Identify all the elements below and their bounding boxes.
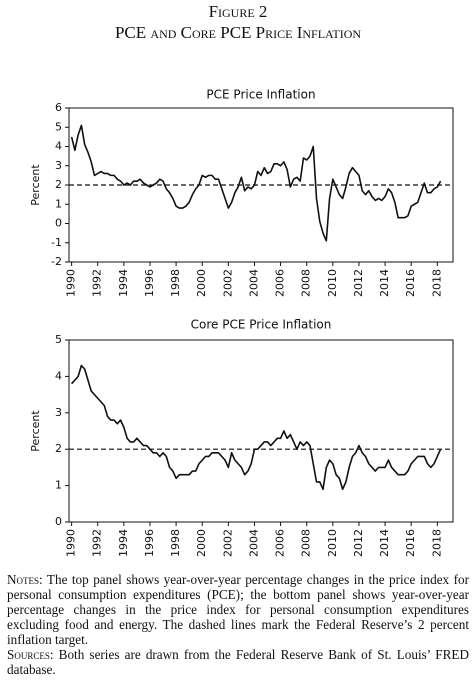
notes-label: Notes: — [7, 572, 43, 587]
x-tick-label: 1998 — [169, 529, 182, 557]
x-tick-label: 1998 — [169, 269, 182, 297]
figure: Figure 2 PCE and Core PCE Price Inflatio… — [29, 2, 454, 557]
y-tick-label: 0 — [55, 515, 62, 528]
y-tick-label: 6 — [55, 101, 62, 114]
y-tick-label: -2 — [51, 255, 62, 268]
x-tick-label: 2000 — [195, 529, 208, 557]
x-tick-label: 2004 — [247, 269, 260, 297]
x-tick-label: 2008 — [300, 269, 313, 297]
x-tick-label: 2010 — [326, 269, 339, 297]
y-tick-label: -1 — [51, 236, 62, 249]
x-tick-label: 2004 — [247, 529, 260, 557]
figure-label: Figure 2 — [209, 2, 268, 21]
sources-paragraph: Sources: Both series are drawn from the … — [7, 647, 469, 677]
y-tick-label: 1 — [55, 197, 62, 210]
sources-text: Both series are drawn from the Federal R… — [7, 647, 469, 677]
y-axis-label: Percent — [29, 410, 42, 452]
x-tick-label: 1990 — [65, 269, 78, 297]
sources-label: Sources: — [7, 647, 54, 662]
x-tick-label: 2000 — [195, 269, 208, 297]
y-tick-label: 4 — [55, 369, 62, 382]
y-tick-label: 5 — [55, 120, 62, 133]
x-tick-label: 2018 — [430, 529, 443, 557]
x-tick-label: 2008 — [300, 529, 313, 557]
data-line — [70, 124, 442, 242]
notes: Notes: The top panel shows year-over-yea… — [7, 572, 469, 677]
y-tick-label: 2 — [55, 442, 62, 455]
x-tick-label: 2014 — [378, 269, 391, 297]
y-tick-label: 3 — [55, 406, 62, 419]
data-line — [71, 364, 442, 491]
notes-text: The top panel shows year-over-year perce… — [7, 572, 469, 647]
x-tick-label: 2014 — [378, 529, 391, 557]
y-tick-label: 1 — [55, 479, 62, 492]
x-tick-label: 2012 — [352, 529, 365, 557]
y-axis-label: Percent — [29, 164, 42, 206]
y-tick-label: 2 — [55, 178, 62, 191]
x-tick-label: 1996 — [143, 269, 156, 297]
x-tick-label: 2012 — [352, 269, 365, 297]
y-tick-label: 0 — [55, 217, 62, 230]
x-tick-label: 2016 — [404, 269, 417, 297]
notes-paragraph: Notes: The top panel shows year-over-yea… — [7, 572, 469, 647]
x-tick-label: 1992 — [91, 529, 104, 557]
x-tick-label: 2010 — [326, 529, 339, 557]
x-tick-label: 2002 — [221, 529, 234, 557]
x-tick-label: 1994 — [117, 529, 130, 557]
y-tick-label: 3 — [55, 159, 62, 172]
y-tick-label: 5 — [55, 333, 62, 346]
panel-title: PCE Price Inflation — [206, 88, 315, 102]
x-tick-label: 1990 — [65, 529, 78, 557]
x-tick-label: 1994 — [117, 269, 130, 297]
y-tick-label: 4 — [55, 140, 62, 153]
figure-title: PCE and Core PCE Price Inflation — [115, 23, 361, 42]
x-tick-label: 2002 — [221, 269, 234, 297]
x-tick-label: 2006 — [274, 269, 287, 297]
x-tick-label: 1992 — [91, 269, 104, 297]
plot-frame — [68, 339, 454, 523]
x-tick-label: 2018 — [430, 269, 443, 297]
panel-title: Core PCE Price Inflation — [191, 318, 332, 332]
x-tick-label: 2006 — [274, 529, 287, 557]
x-tick-label: 2016 — [404, 529, 417, 557]
x-tick-label: 1996 — [143, 529, 156, 557]
